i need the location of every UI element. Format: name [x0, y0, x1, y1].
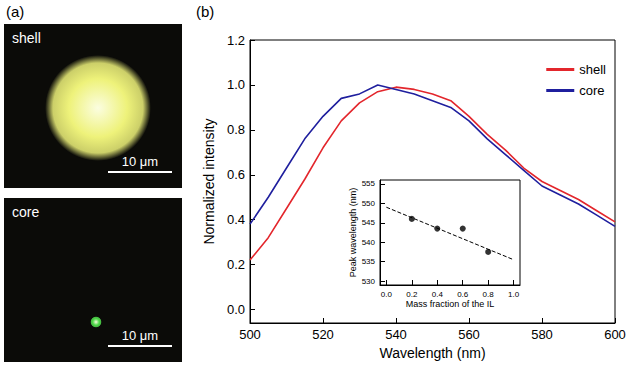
svg-text:0.2: 0.2 — [406, 290, 418, 299]
svg-text:540: 540 — [385, 327, 407, 342]
svg-text:Normalized intensity: Normalized intensity — [201, 118, 217, 244]
svg-text:Wavelength (nm): Wavelength (nm) — [379, 345, 485, 361]
svg-text:core: core — [579, 83, 604, 98]
svg-text:1.0: 1.0 — [227, 77, 245, 92]
svg-text:core: core — [12, 204, 39, 220]
svg-text:0.0: 0.0 — [381, 290, 393, 299]
svg-text:(b): (b) — [196, 3, 214, 20]
svg-text:(a): (a) — [6, 3, 24, 20]
svg-text:0.4: 0.4 — [227, 212, 245, 227]
svg-text:500: 500 — [239, 327, 261, 342]
svg-text:shell: shell — [579, 62, 606, 77]
svg-text:550: 550 — [362, 199, 376, 208]
svg-text:0.6: 0.6 — [227, 167, 245, 182]
svg-text:Peak wavelength (nm): Peak wavelength (nm) — [348, 188, 358, 278]
svg-text:530: 530 — [362, 277, 376, 286]
svg-text:shell: shell — [12, 30, 41, 46]
svg-text:560: 560 — [458, 327, 480, 342]
svg-text:10 μm: 10 μm — [122, 154, 158, 169]
svg-text:545: 545 — [362, 218, 376, 227]
svg-text:535: 535 — [362, 257, 376, 266]
svg-text:600: 600 — [604, 327, 626, 342]
svg-text:Mass fraction of the IL: Mass fraction of the IL — [406, 299, 495, 309]
svg-text:0.2: 0.2 — [227, 257, 245, 272]
svg-text:1.0: 1.0 — [508, 290, 520, 299]
svg-text:1.2: 1.2 — [227, 33, 245, 48]
svg-text:580: 580 — [531, 327, 553, 342]
svg-text:0.8: 0.8 — [227, 122, 245, 137]
svg-text:0.0: 0.0 — [227, 302, 245, 317]
svg-text:0.4: 0.4 — [432, 290, 444, 299]
svg-text:0.6: 0.6 — [457, 290, 469, 299]
svg-text:10 μm: 10 μm — [122, 328, 158, 343]
svg-text:540: 540 — [362, 238, 376, 247]
svg-text:520: 520 — [312, 327, 334, 342]
svg-text:0.8: 0.8 — [483, 290, 495, 299]
svg-text:555: 555 — [362, 179, 376, 188]
